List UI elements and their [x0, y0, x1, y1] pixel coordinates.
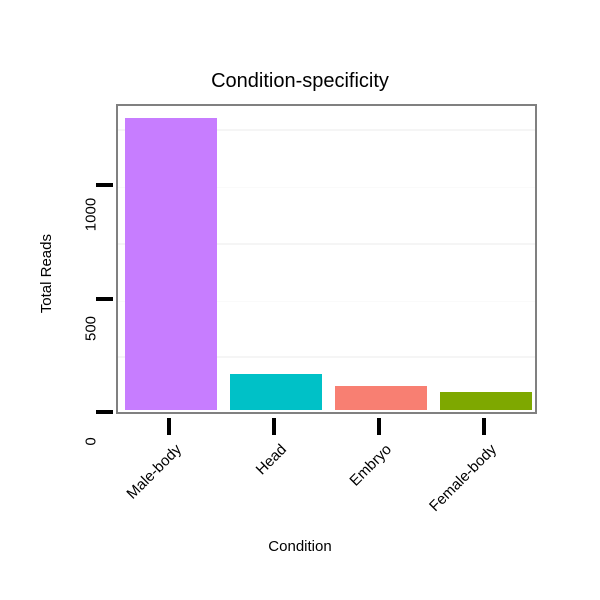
bar-male-body: [124, 118, 217, 410]
y-tick-label: 500: [82, 315, 100, 341]
y-tick-label: 1000: [82, 197, 100, 232]
x-tick-mark: [482, 418, 487, 435]
x-tick-label: Head: [252, 441, 290, 479]
gridline-minor: [118, 242, 535, 245]
x-tick-mark: [166, 418, 171, 435]
x-tick-label: Embryo: [346, 441, 396, 490]
plot-area: [118, 106, 535, 412]
bar-embryo: [335, 385, 428, 410]
gridline-major: [118, 300, 535, 302]
y-tick-label: 0: [82, 437, 100, 446]
x-axis-title: Condition: [268, 538, 332, 555]
bar-female-body: [440, 392, 533, 410]
y-tick-mark: [96, 183, 113, 187]
y-axis-title: Total Reads: [38, 234, 55, 314]
gridline-major: [118, 187, 535, 188]
x-tick-mark: [377, 418, 382, 435]
bar-head: [229, 373, 322, 410]
gridline-minor: [118, 129, 535, 132]
plot-panel: [116, 104, 537, 414]
x-tick-mark: [271, 418, 276, 435]
x-tick-label: Female-body: [426, 441, 501, 515]
gridline-minor: [118, 356, 535, 359]
y-tick-mark: [96, 296, 113, 301]
y-tick-mark: [96, 410, 113, 414]
chart-title: Condition-specificity: [211, 70, 389, 92]
